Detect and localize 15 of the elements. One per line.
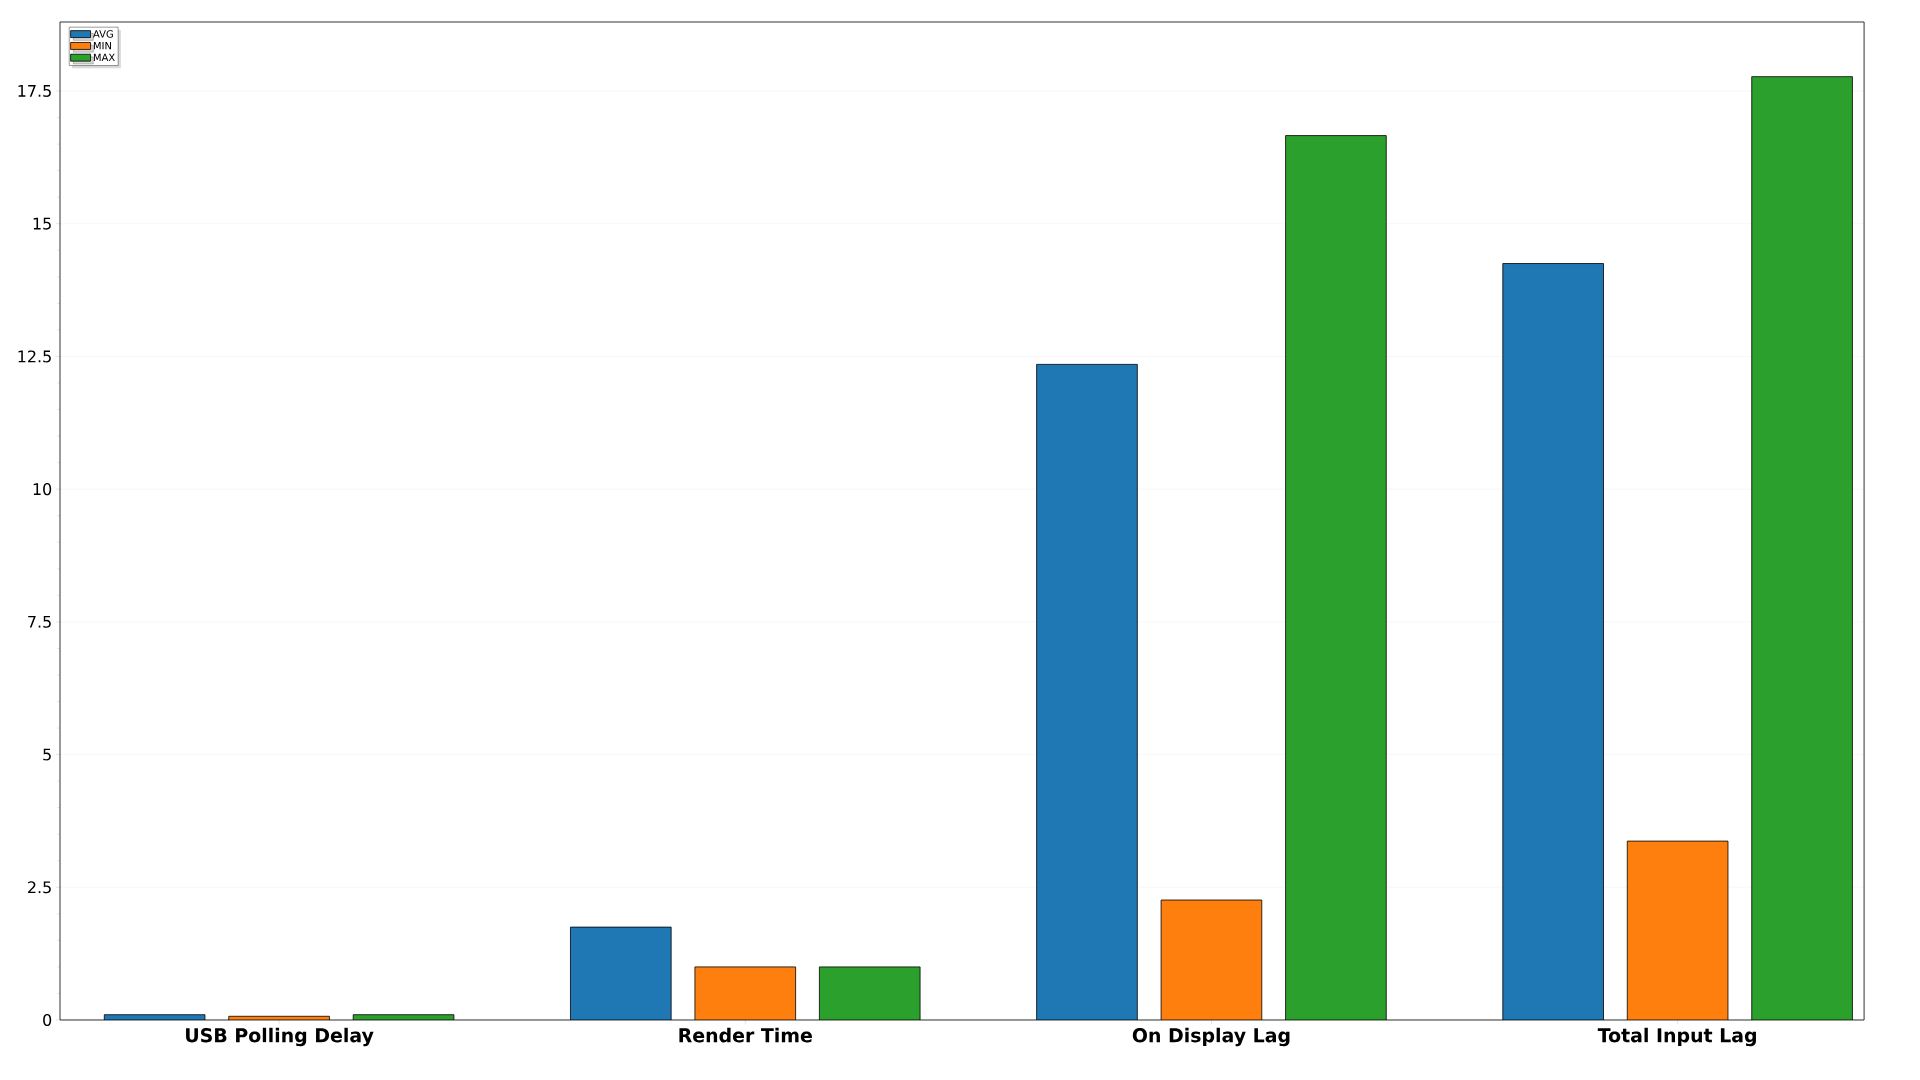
x-tick-label: Total Input Lag (1597, 1027, 1756, 1047)
legend-label: AVG (93, 30, 113, 38)
y-tick-label: 2.5 (28, 881, 51, 894)
y-tick-label: 15 (33, 217, 51, 230)
y-tick-label: 5 (43, 748, 51, 761)
y-tick-label: 0 (43, 1013, 52, 1027)
x-tick-label: On Display Lag (1132, 1027, 1290, 1047)
y-tick-label: 10 (33, 483, 52, 496)
y-tick-label: 17.5 (18, 85, 51, 97)
y-tick-label: 12.5 (18, 350, 51, 363)
legend-label: MIN (93, 42, 111, 50)
x-tick-label: USB Polling Delay (186, 1027, 374, 1047)
x-tick-label: Render Time (679, 1027, 812, 1043)
legend-label: MAX (93, 53, 115, 62)
y-tick-label: 7.5 (28, 615, 51, 628)
